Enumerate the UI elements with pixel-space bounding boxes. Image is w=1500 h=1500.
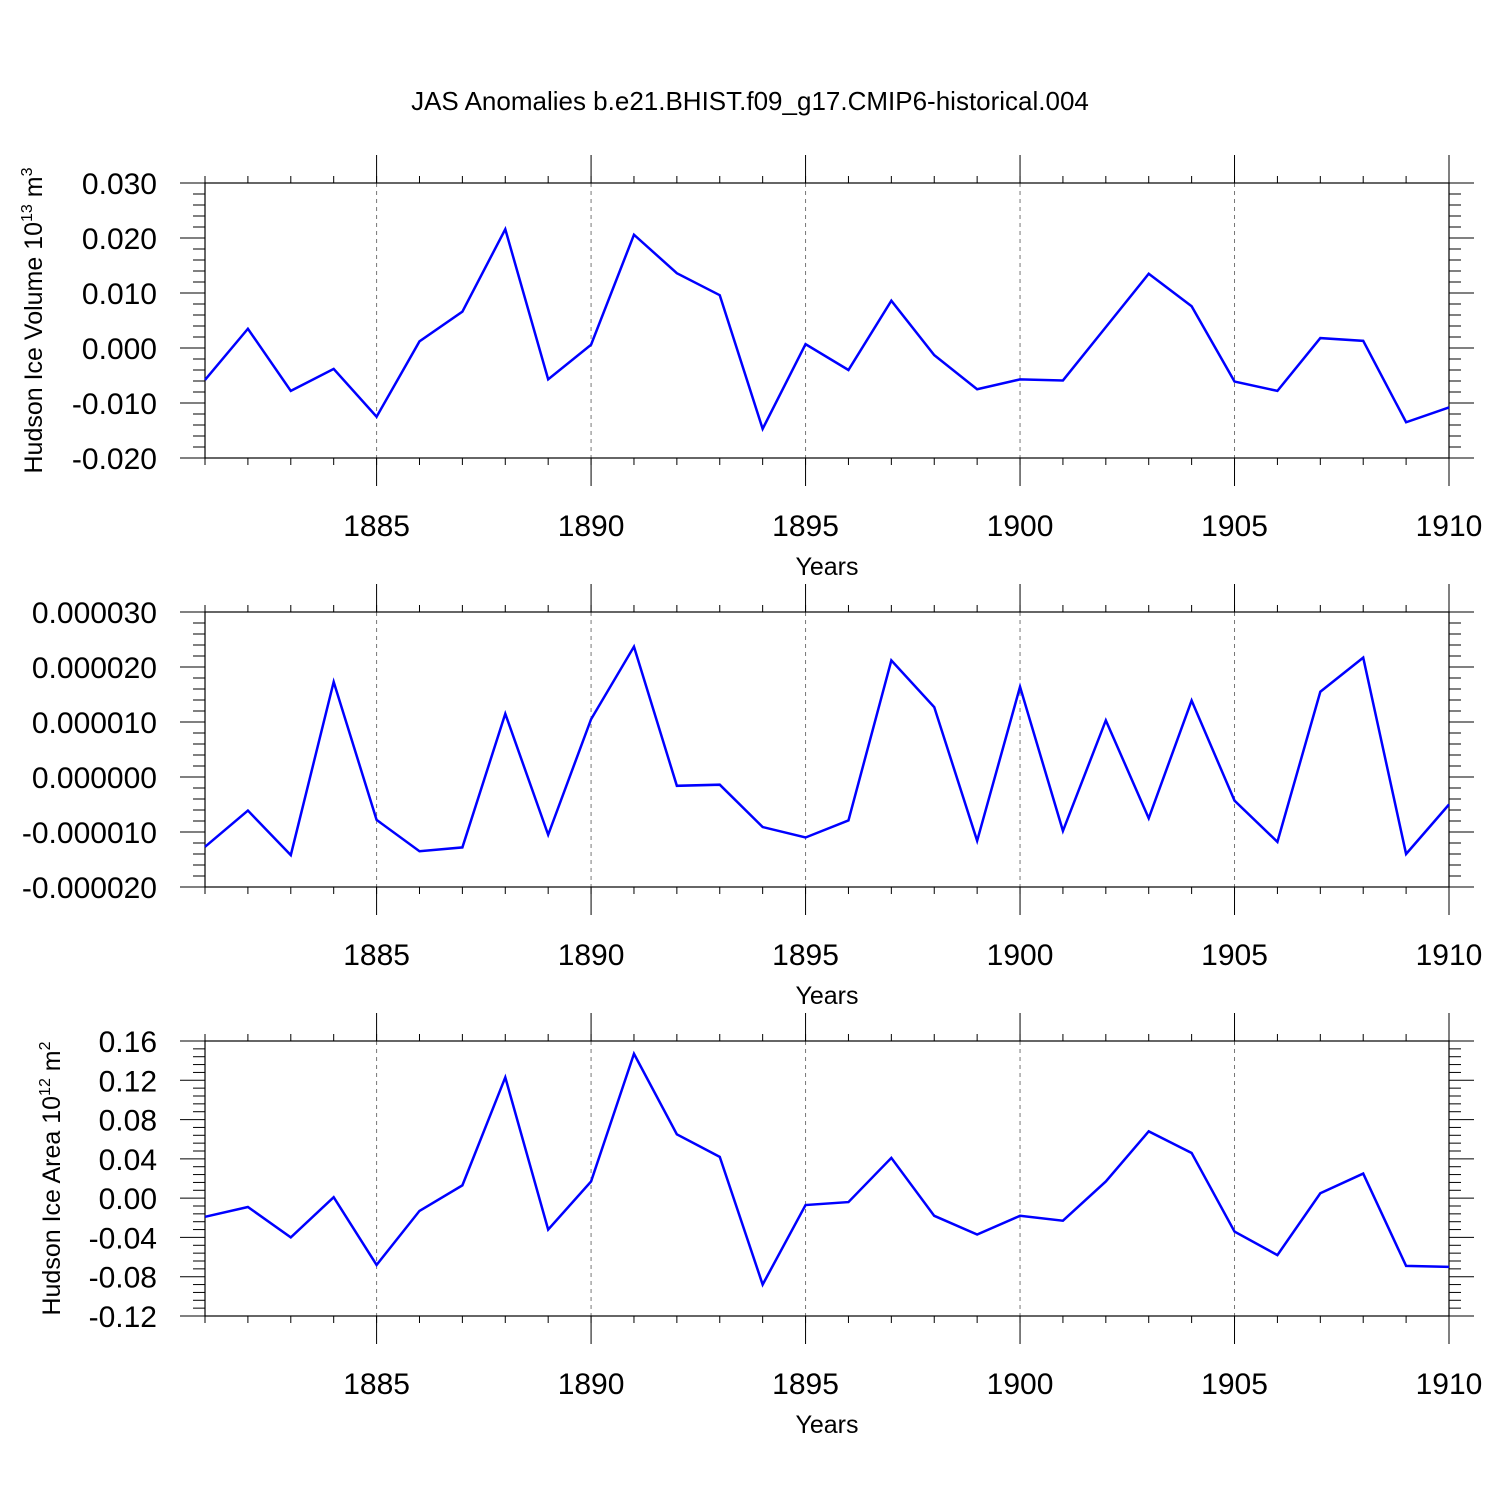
x-tick-label: 1890 (558, 1368, 625, 1401)
y-tick-label: 0.08 (99, 1105, 157, 1138)
y-tick-label: -0.010 (72, 388, 157, 421)
x-axis-label: Years (795, 1411, 858, 1439)
y-tick-label: 0.010 (82, 278, 157, 311)
plot-frame (204, 1040, 1450, 1317)
chart-panel-3: 1885 1890 1895 1900 1905 1910 -0.12 -0.08 -0.04 0… (37, 1013, 1482, 1439)
y-tick-label: -0.08 (89, 1262, 157, 1295)
x-tick-label: 1905 (1201, 1368, 1268, 1401)
x-tick-label: 1895 (772, 1368, 839, 1401)
x-tick-label: 1910 (1416, 939, 1483, 972)
x-tick-label: 1890 (558, 510, 625, 543)
plot-frame (204, 611, 1450, 888)
y-tick-label: 0.04 (99, 1144, 157, 1177)
y-tick-label: 0.000010 (32, 707, 157, 740)
series-line (204, 225, 1450, 433)
x-tick-label: 1885 (343, 1368, 410, 1401)
x-tick-label: 1895 (772, 939, 839, 972)
y-tick-label: -0.000020 (22, 872, 157, 905)
x-axis-label: Years (795, 553, 858, 581)
x-tick-label: 1910 (1416, 1368, 1483, 1401)
x-tick-label: 1910 (1416, 510, 1483, 543)
y-tick-label: -0.12 (89, 1301, 157, 1334)
plot-frame (204, 182, 1450, 459)
y-tick-label: -0.04 (89, 1222, 157, 1255)
y-tick-label: 0.00 (99, 1183, 157, 1216)
y-tick-label: 0.12 (99, 1065, 157, 1098)
x-tick-label: 1885 (343, 510, 410, 543)
x-tick-label: 1895 (772, 510, 839, 543)
y-tick-label: 0.020 (82, 223, 157, 256)
x-tick-label: 1900 (987, 1368, 1054, 1401)
x-axis-label: Years (795, 982, 858, 1010)
chart-title: JAS Anomalies b.e21.BHIST.f09_g17.CMIP6-… (411, 86, 1089, 116)
x-tick-label: 1885 (343, 939, 410, 972)
y-axis-label: Hudson Ice Volume 1013 m3 (19, 167, 48, 473)
chart-panel-1: 1885 1890 1895 1900 1905 1910 -0.020 -0.010 0.00… (19, 155, 1482, 581)
series-line (204, 643, 1450, 858)
chart-panel-2: 1885 1890 1895 1900 1905 1910 -0.000020 -0.0000… (22, 584, 1483, 1010)
y-tick-label: -0.000010 (22, 817, 157, 850)
x-tick-label: 1905 (1201, 939, 1268, 972)
y-tick-label: 0.030 (82, 168, 157, 201)
y-tick-label: 0.16 (99, 1026, 157, 1059)
panels: 1885 1890 1895 1900 1905 1910 -0.020 -0.010 0.00… (19, 155, 1482, 1439)
y-tick-label: -0.020 (72, 443, 157, 476)
y-axis-label: Hudson Ice Area 1012 m2 (37, 1041, 66, 1315)
x-tick-label: 1890 (558, 939, 625, 972)
x-tick-label: 1905 (1201, 510, 1268, 543)
x-tick-label: 1900 (987, 510, 1054, 543)
x-tick-label: 1900 (987, 939, 1054, 972)
y-tick-label: 0.000030 (32, 597, 157, 630)
series-line (204, 1050, 1450, 1288)
y-tick-label: 0.000000 (32, 762, 157, 795)
y-tick-label: 0.000020 (32, 652, 157, 685)
y-tick-label: 0.000 (82, 333, 157, 366)
